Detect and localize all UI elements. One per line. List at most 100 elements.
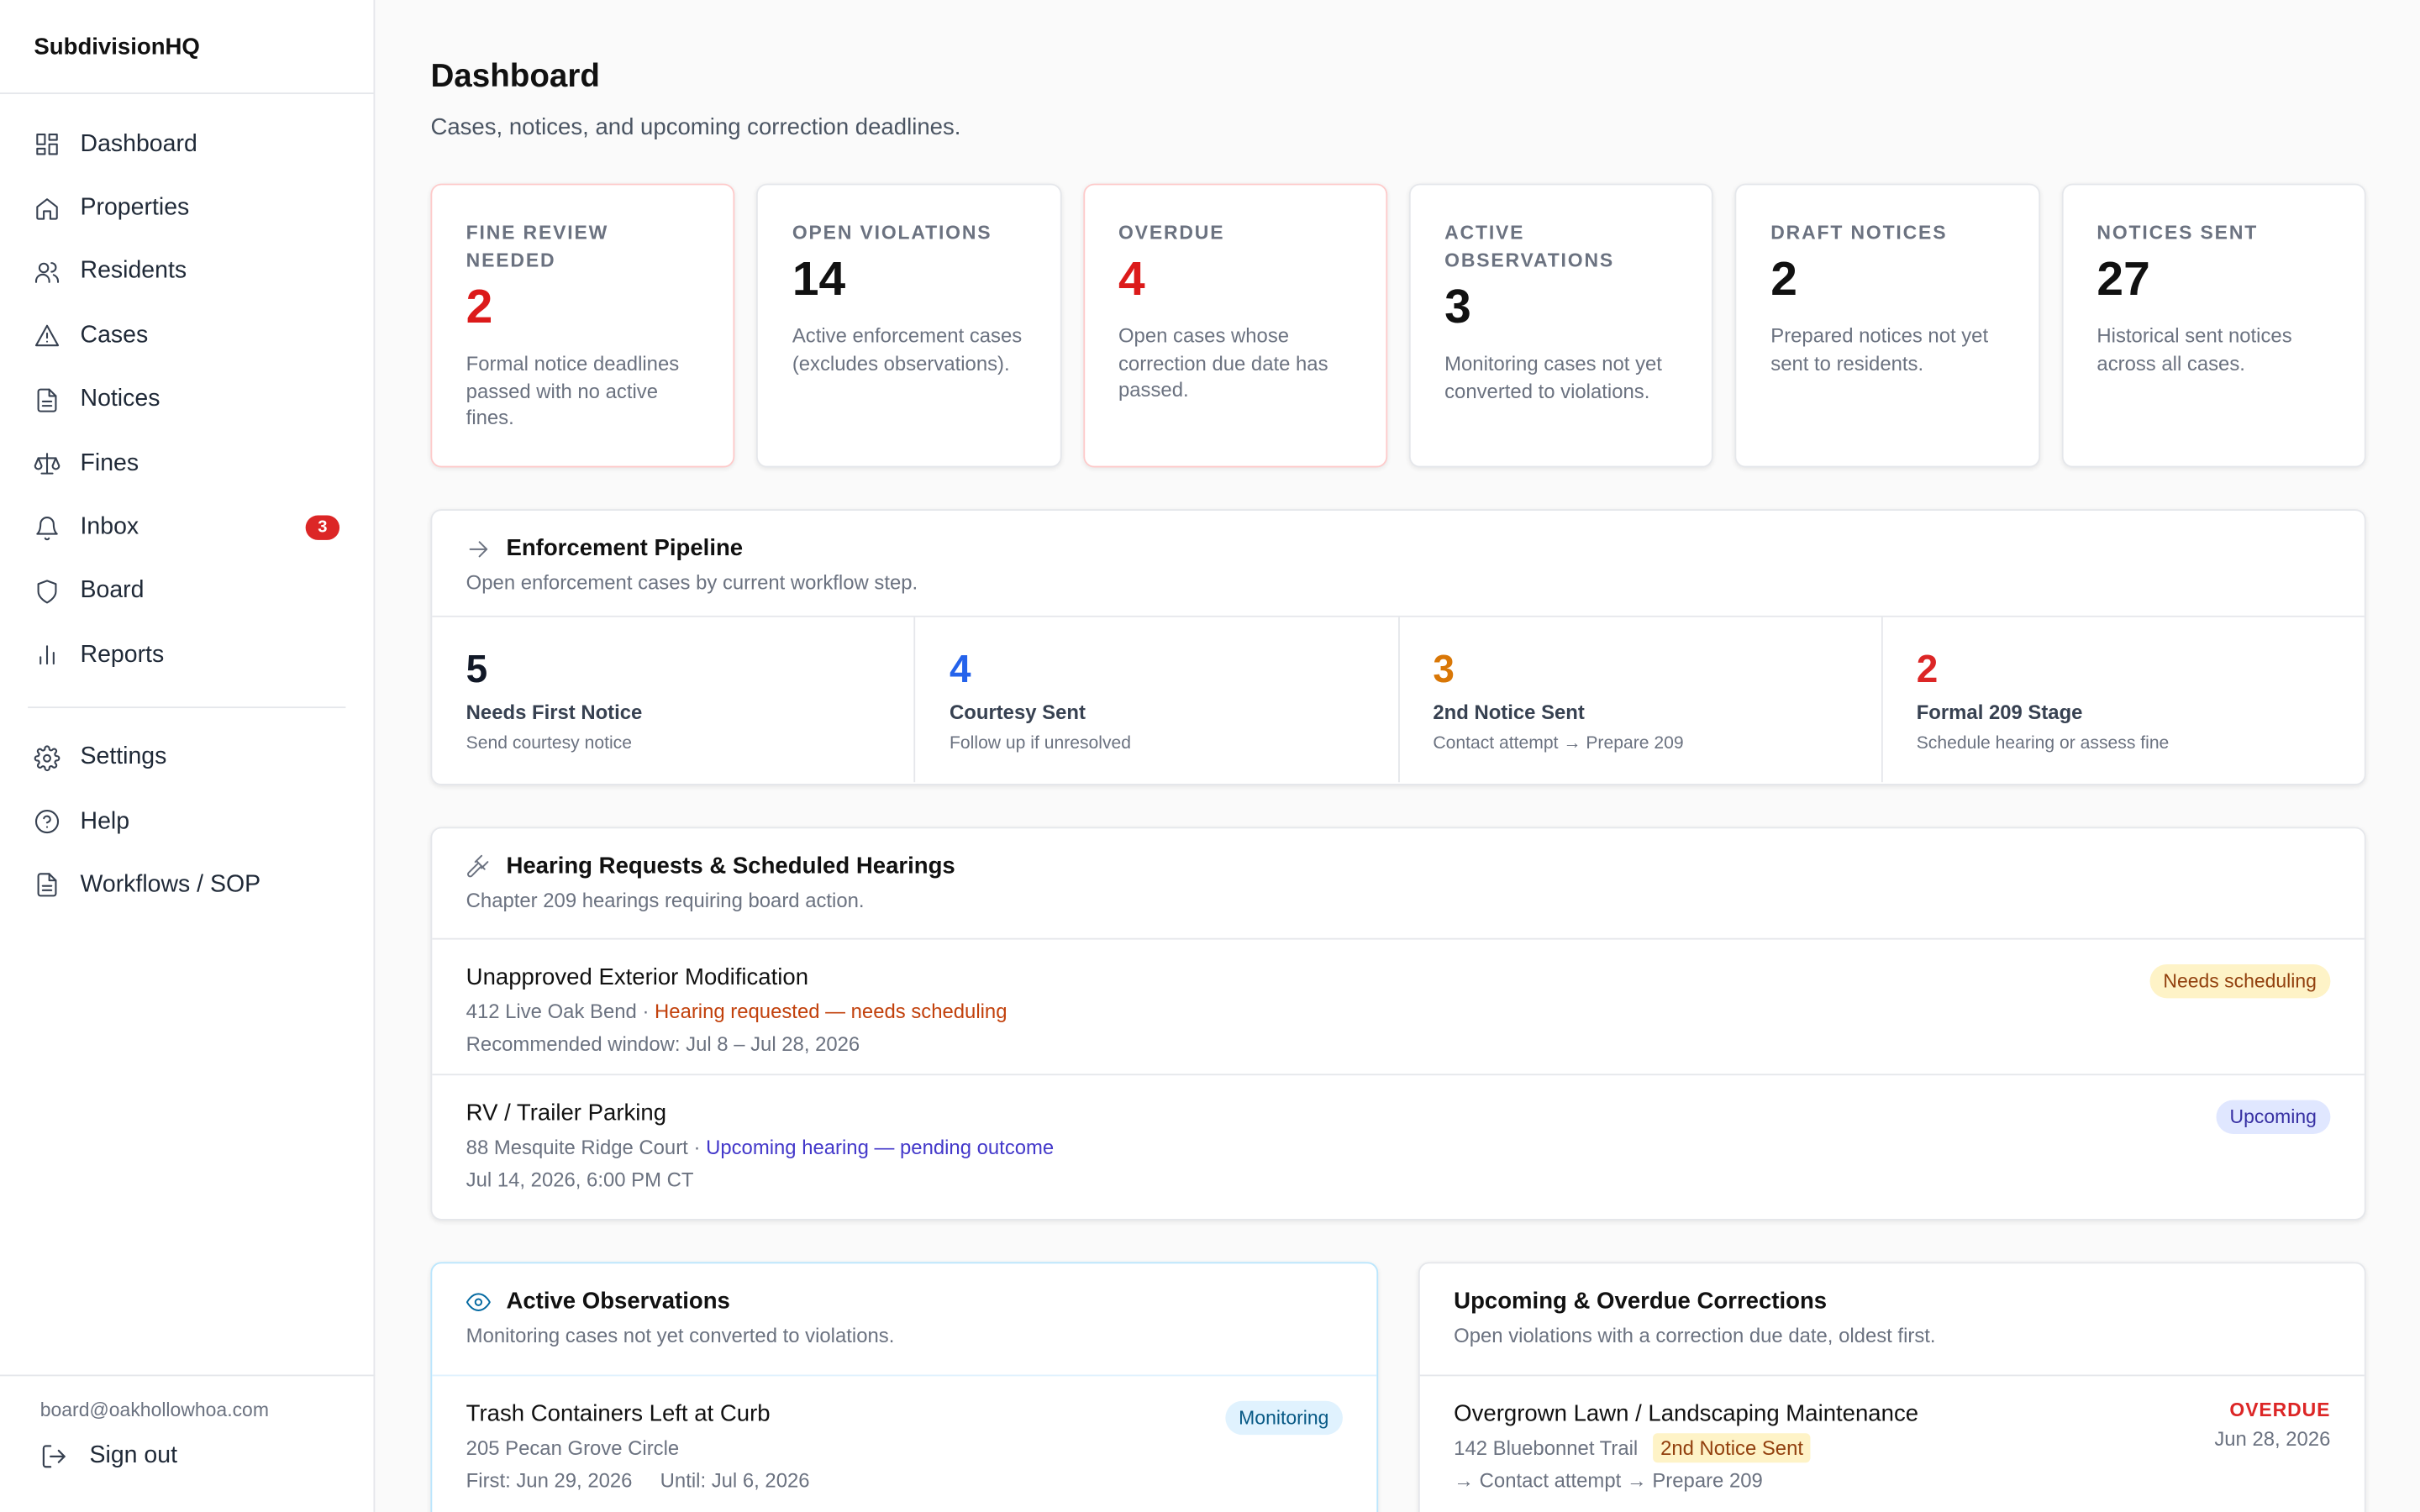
sidebar-item-notices[interactable]: Notices [0, 368, 373, 432]
sidebar-item-workflows[interactable]: Workflows / SOP [0, 853, 373, 917]
hearings-title: Hearing Requests & Scheduled Hearings [466, 853, 2331, 879]
sidebar-item-label: Properties [80, 194, 190, 221]
stat-label: Draft Notices [1770, 222, 1948, 244]
pipeline-step-needs-first-notice[interactable]: 5 Needs First Notice Send courtesy notic… [432, 617, 916, 783]
sidebar: SubdivisionHQ Dashboard Properties Resid… [0, 0, 376, 1512]
separator: · [642, 1000, 655, 1023]
correction-next: → Contact attempt → Prepare 209 [1454, 1468, 1763, 1493]
sidebar-item-label: Board [80, 577, 145, 604]
observation-until: Until: Jul 6, 2026 [660, 1468, 810, 1493]
sidebar-item-board[interactable]: Board [0, 559, 373, 623]
stat-card-active-observations[interactable]: Active Observations 3 Monitoring cases n… [1408, 183, 1714, 468]
stat-label: Active Observations [1444, 222, 1615, 272]
sidebar-item-inbox[interactable]: Inbox 3 [0, 496, 373, 559]
observation-title: Trash Containers Left at Curb [466, 1400, 771, 1427]
hearings-title-text: Hearing Requests & Scheduled Hearings [506, 853, 955, 879]
bell-icon [36, 516, 58, 540]
warning-icon [34, 325, 60, 347]
pipeline-step-courtesy-sent[interactable]: 4 Courtesy Sent Follow up if unresolved [916, 617, 1399, 783]
hearing-title: Unapproved Exterior Modification [466, 963, 809, 991]
pipeline-step-name: Formal 209 Stage [1916, 700, 2083, 724]
stat-card-draft-notices[interactable]: Draft Notices 2 Prepared notices not yet… [1735, 183, 2040, 468]
spacer [638, 1469, 655, 1493]
stage-badge: 2nd Notice Sent [1652, 1433, 1812, 1463]
observations-subtitle: Monitoring cases not yet converted to vi… [466, 1323, 895, 1347]
stat-label: Open Violations [792, 222, 992, 244]
sidebar-item-settings[interactable]: Settings [0, 726, 373, 790]
status-badge: Monitoring [1224, 1400, 1343, 1436]
pipeline-step-desc: Schedule hearing or assess fine [1916, 734, 2170, 753]
pipeline-steps: 5 Needs First Notice Send courtesy notic… [432, 615, 2365, 783]
file-icon [37, 388, 57, 412]
sidebar-item-dashboard[interactable]: Dashboard [0, 113, 373, 176]
pipeline-step-desc: Follow up if unresolved [950, 734, 1132, 753]
corrections-card: Upcoming & Overdue Corrections Open viol… [1418, 1262, 2366, 1512]
stat-card-notices-sent[interactable]: Notices Sent 27 Historical sent notices … [2061, 183, 2366, 468]
sidebar-item-help[interactable]: Help [0, 790, 373, 853]
hearing-meta: 88 Mesquite Ridge Court · Upcoming heari… [466, 1136, 2331, 1159]
observation-dates: First: Jun 29, 2026 Until: Jul 6, 2026 [466, 1469, 1343, 1493]
observation-address: 205 Pecan Grove Circle [466, 1436, 680, 1460]
stat-description: Active enforcement cases (excludes obser… [792, 323, 1023, 375]
observation-first: First: Jun 29, 2026 [466, 1468, 633, 1493]
pipeline-title-text: Enforcement Pipeline [506, 535, 744, 562]
file-icon [37, 874, 57, 898]
hearing-row[interactable]: Unapproved Exterior Modification 412 Liv… [432, 937, 2365, 1074]
stat-value: 27 [2096, 251, 2150, 306]
sidebar-item-properties[interactable]: Properties [0, 176, 373, 240]
sidebar-item-residents[interactable]: Residents [0, 240, 373, 304]
sidebar-item-label: Cases [80, 322, 149, 349]
sidebar-item-label: Settings [80, 743, 167, 770]
correction-row[interactable]: Overgrown Lawn / Landscaping Maintenance… [1419, 1374, 2365, 1512]
stat-description: Monitoring cases not yet converted to vi… [1444, 351, 1662, 402]
pipeline-step-formal-209[interactable]: 2 Formal 209 Stage Schedule hearing or a… [1882, 617, 2365, 783]
sidebar-item-label: Reports [80, 641, 165, 668]
home-icon [36, 197, 58, 219]
user-email: board@oakhollowhoa.com [39, 1399, 269, 1421]
sidebar-item-reports[interactable]: Reports [0, 623, 373, 687]
bottom-panels: Active Observations Monitoring cases not… [430, 1262, 2366, 1512]
correction-title: Overgrown Lawn / Landscaping Maintenance [1454, 1400, 1919, 1427]
hearing-title: RV / Trailer Parking [466, 1100, 667, 1126]
pipeline-count: 4 [950, 648, 971, 691]
stat-card-fine-review[interactable]: Fine Review Needed 2 Formal notice deadl… [430, 183, 735, 468]
sign-out-button[interactable]: Sign out [40, 1442, 376, 1470]
grid-icon [36, 134, 58, 155]
stat-value: 3 [1444, 279, 1471, 333]
status-badge: Upcoming [2215, 1100, 2331, 1134]
observation-row[interactable]: Trash Containers Left at Curb 205 Pecan … [432, 1374, 1377, 1512]
sidebar-item-label: Residents [80, 258, 187, 285]
sidebar-item-fines[interactable]: Fines [0, 432, 373, 496]
stat-cards: Fine Review Needed 2 Formal notice deadl… [430, 183, 2366, 468]
overdue-status: OVERDUE [2229, 1399, 2331, 1421]
stat-card-overdue[interactable]: Overdue 4 Open cases whose correction du… [1082, 183, 1388, 468]
stat-value: 14 [792, 251, 846, 306]
stat-value: 2 [1770, 251, 1797, 306]
observations-title: Active Observations [466, 1289, 1343, 1315]
pipeline-count: 2 [1916, 648, 1939, 691]
pipeline-step-2nd-notice-sent[interactable]: 3 2nd Notice Sent Contact attempt → Prep… [1399, 617, 1883, 783]
hearing-address: 412 Live Oak Bend [466, 1000, 637, 1023]
pipeline-count: 3 [1433, 648, 1455, 691]
gear-icon [34, 744, 60, 771]
nav-divider [28, 706, 346, 708]
main-content: Dashboard Cases, notices, and upcoming c… [430, 0, 2366, 1512]
stat-value: 4 [1118, 251, 1145, 306]
hearing-detail: Recommended window: Jul 8 – Jul 28, 2026 [466, 1032, 860, 1056]
hearing-detail: Jul 14, 2026, 6:00 PM CT [466, 1168, 694, 1191]
pipeline-subtitle: Open enforcement cases by current workfl… [466, 570, 918, 595]
pipeline-title: Enforcement Pipeline [466, 535, 2331, 562]
sidebar-item-label: Fines [80, 449, 139, 476]
hearing-row[interactable]: RV / Trailer Parking 88 Mesquite Ridge C… [432, 1074, 2365, 1210]
sidebar-nav: Dashboard Properties Residents Cases Not… [0, 94, 373, 917]
stat-card-open-violations[interactable]: Open Violations 14 Active enforcement ca… [756, 183, 1062, 468]
brand-logo[interactable]: SubdivisionHQ [0, 0, 374, 95]
sidebar-item-label: Workflows / SOP [80, 871, 261, 898]
pipeline-step-desc: Send courtesy notice [466, 734, 632, 753]
eye-icon [466, 1292, 491, 1311]
sidebar-item-cases[interactable]: Cases [0, 304, 373, 368]
pipeline-step-desc: Contact attempt → Prepare 209 [1433, 734, 1684, 753]
logout-icon [42, 1445, 66, 1468]
correction-address: 142 Bluebonnet Trail [1454, 1436, 1639, 1460]
